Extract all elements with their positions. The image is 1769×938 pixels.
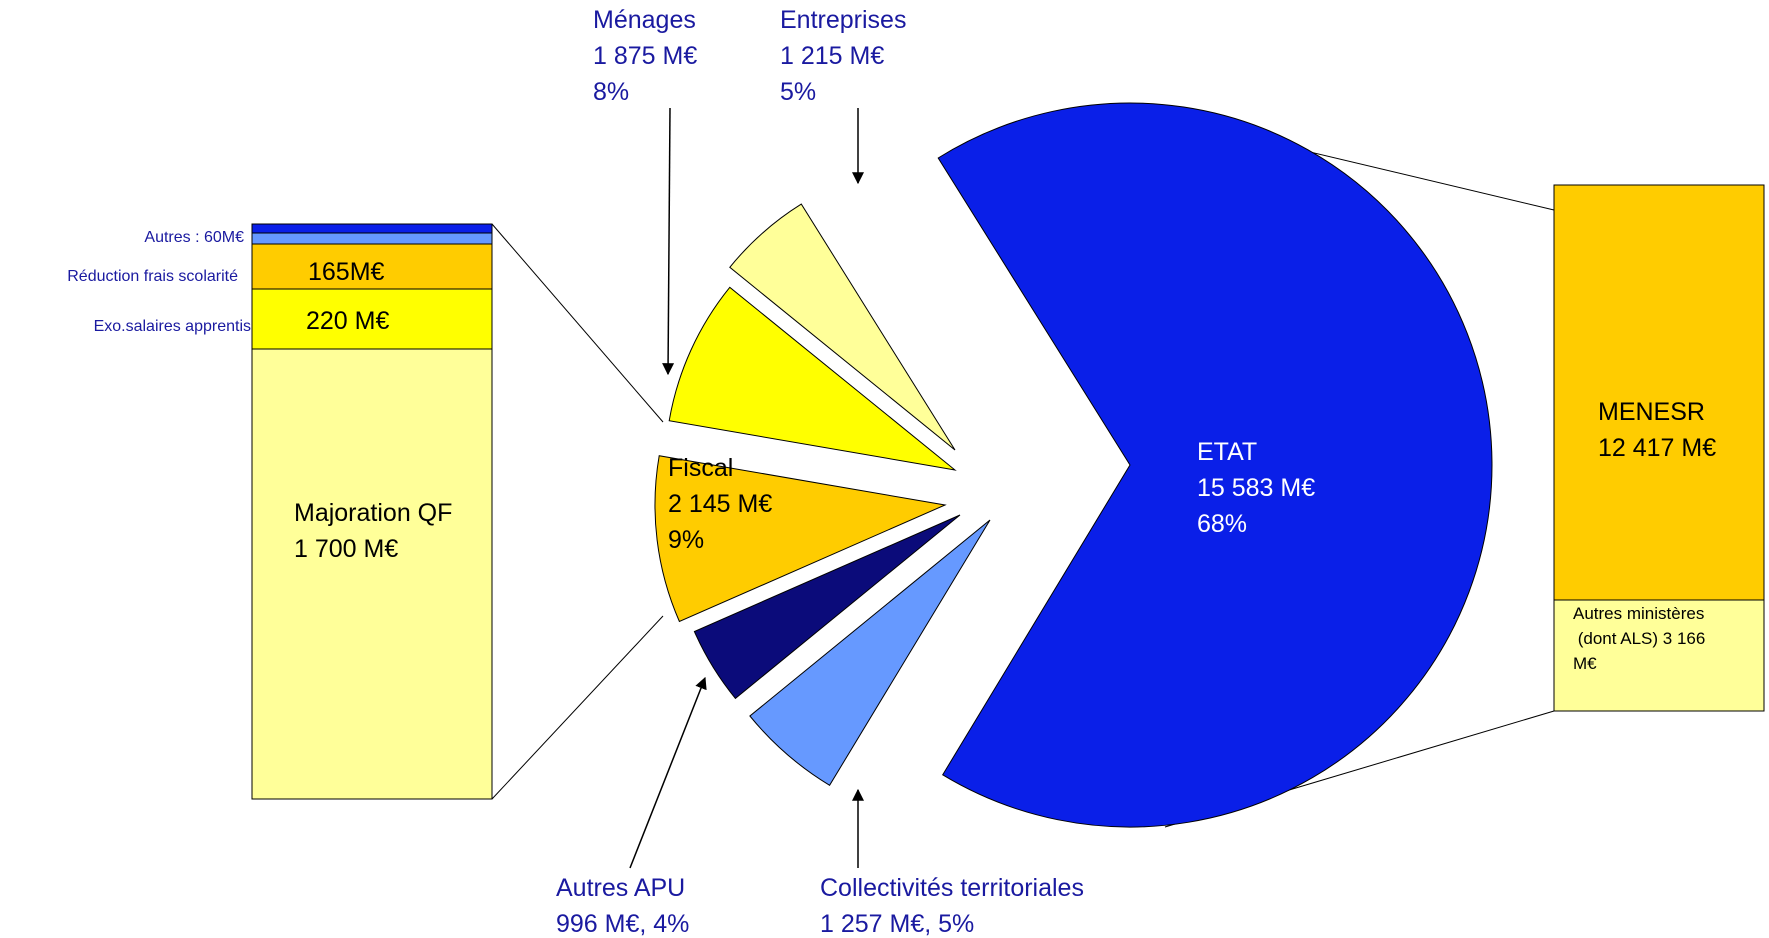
label-menages-percent: 8% bbox=[593, 78, 629, 106]
etat-connector-top bbox=[1267, 141, 1555, 211]
pie-slice-collectivites-territoriales bbox=[749, 519, 991, 786]
bar-segment-menesr bbox=[1553, 184, 1765, 601]
label-menages-name: Ménages bbox=[593, 6, 696, 34]
label-autres-ministeres-line2: (dont ALS) 3 166 bbox=[1573, 629, 1705, 648]
label-fiscal-percent: 9% bbox=[668, 526, 704, 554]
bar-segment-autres-ministeres bbox=[1553, 599, 1765, 712]
label-fiscal-value: 2 145 M€ bbox=[668, 490, 772, 518]
label-entreprises-name: Entreprises bbox=[780, 6, 906, 34]
bar-segment-majoration-qf bbox=[251, 348, 493, 800]
bar-segment-autres-light bbox=[251, 232, 493, 245]
label-reduction-frais: Réduction frais scolarité bbox=[67, 268, 238, 285]
bar-segment-reduction-frais-scolarite bbox=[251, 243, 493, 290]
arrow-menages bbox=[662, 107, 675, 376]
pie-slice-menages bbox=[668, 286, 957, 471]
bar-segment-exo-salaires-apprentis bbox=[251, 288, 493, 350]
pie-slice-fiscal bbox=[654, 455, 947, 623]
label-exo-value: 220 M€ bbox=[306, 307, 389, 335]
label-entreprises-percent: 5% bbox=[780, 78, 816, 106]
label-etat-name: ETAT bbox=[1197, 438, 1257, 466]
label-entreprises-value: 1 215 M€ bbox=[780, 42, 884, 70]
label-menesr-name: MENESR bbox=[1598, 398, 1705, 426]
label-menesr-value: 12 417 M€ bbox=[1598, 434, 1716, 462]
label-majoration-value: 1 700 M€ bbox=[294, 535, 398, 563]
label-autres-apu-value: 996 M€, 4% bbox=[556, 910, 689, 938]
fiscal-connector-bottom bbox=[491, 615, 664, 800]
label-autres-ministeres-line1: Autres ministères bbox=[1573, 604, 1704, 623]
label-autres-apu-name: Autres APU bbox=[556, 874, 685, 902]
label-autres-60: Autres : 60M€ bbox=[144, 229, 244, 246]
pie-slice-autres-apu bbox=[693, 514, 961, 700]
label-fiscal-name: Fiscal bbox=[668, 454, 733, 482]
label-collectivites-name: Collectivités territoriales bbox=[820, 874, 1084, 902]
label-menages-value: 1 875 M€ bbox=[593, 42, 697, 70]
label-collectivites-value: 1 257 M€, 5% bbox=[820, 910, 974, 938]
arrow-autres-apu bbox=[629, 676, 707, 869]
bar-segment-autres-dark bbox=[251, 223, 493, 234]
label-majoration-name: Majoration QF bbox=[294, 499, 452, 527]
label-exo-salaires: Exo.salaires apprentis bbox=[94, 318, 251, 335]
pie-slice-entreprises bbox=[729, 203, 956, 451]
label-etat-value: 15 583 M€ bbox=[1197, 474, 1315, 502]
pie-slice-etat bbox=[937, 102, 1493, 828]
label-etat-percent: 68% bbox=[1197, 510, 1247, 538]
label-autres-ministeres-line3: M€ bbox=[1573, 654, 1597, 673]
fiscal-connector-top bbox=[491, 223, 664, 423]
label-reduction-value: 165M€ bbox=[308, 258, 385, 286]
